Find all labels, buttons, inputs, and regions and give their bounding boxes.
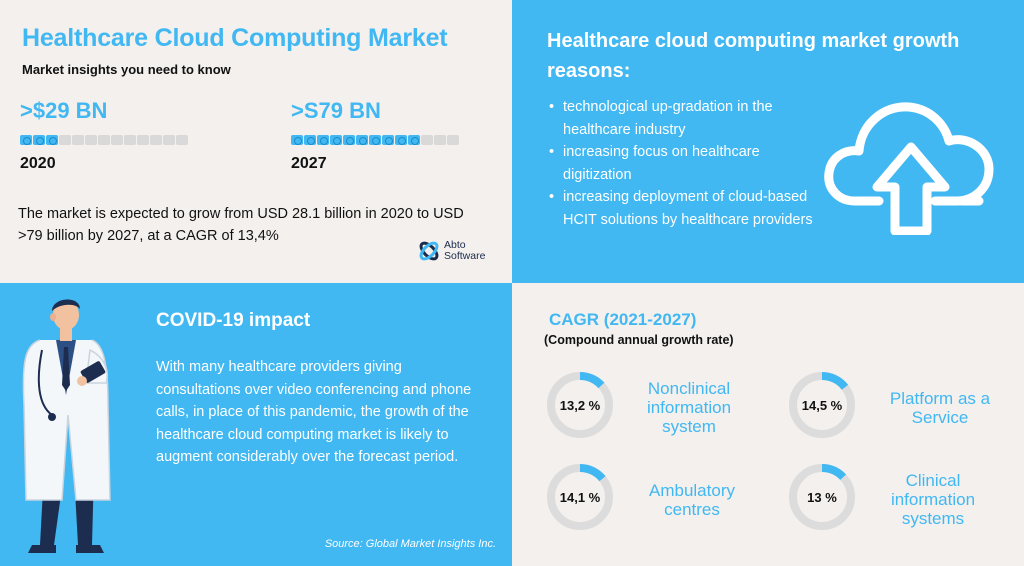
- progress-segment: [291, 135, 303, 145]
- progress-segment: [150, 135, 162, 145]
- cagr-subtitle: (Compound annual growth rate): [544, 333, 734, 347]
- progress-segment: [356, 135, 368, 145]
- cagr-label: Nonclinical information system: [646, 379, 732, 436]
- progress-segment: [20, 135, 32, 145]
- progress-segment: [137, 135, 149, 145]
- doctor-illustration: [22, 299, 111, 553]
- cagr-label: Platform as a Service: [889, 389, 991, 427]
- progress-segment: [46, 135, 58, 145]
- cagr-panel: CAGR (2021-2027) (Compound annual growth…: [512, 283, 1024, 566]
- abto-logo-icon: [419, 241, 439, 261]
- source-note: Source: Global Market Insights Inc.: [324, 538, 496, 550]
- progress-segment: [85, 135, 97, 145]
- progress-segment: [395, 135, 407, 145]
- list-item: technological up-gradation in the health…: [547, 96, 817, 141]
- page-subtitle: Market insights you need to know: [22, 62, 231, 77]
- cagr-ring: [547, 464, 613, 530]
- cagr-ring-fill: [547, 372, 613, 438]
- market-summary: The market is expected to grow from USD …: [18, 206, 464, 244]
- progress-segment: [163, 135, 175, 145]
- progress-segment: [447, 135, 459, 145]
- progress-segment: [98, 135, 110, 145]
- cagr-ring-fill: [547, 464, 613, 530]
- cagr-label: Ambulatory centres: [649, 481, 735, 519]
- stat-2027-progress-bar: [291, 135, 459, 145]
- cagr-ring: [789, 464, 855, 530]
- stat-2027-value: >S79 BN: [291, 98, 381, 123]
- progress-segment: [382, 135, 394, 145]
- progress-segment: [33, 135, 45, 145]
- covid-impact-panel: COVID-19 impact With many healthcare pro…: [0, 283, 512, 566]
- logo-line-1: Abto: [444, 239, 466, 251]
- cagr-value: 13,2 %: [559, 397, 601, 413]
- abto-logo: Abto Software: [418, 240, 504, 262]
- page-title: Healthcare Cloud Computing Market: [22, 24, 448, 52]
- abto-logo-text: Abto Software: [444, 240, 504, 262]
- list-item: increasing deployment of cloud-based HCI…: [547, 186, 817, 231]
- market-overview-panel: Healthcare Cloud Computing Market Market…: [0, 0, 512, 283]
- stat-2020-year: 2020: [20, 155, 56, 172]
- cagr-ring: [789, 372, 855, 438]
- progress-segment: [317, 135, 329, 145]
- covid-text: With many healthcare providers giving co…: [156, 359, 472, 465]
- stat-2020-value: >$29 BN: [20, 98, 108, 123]
- growth-reasons-panel: Healthcare cloud computing market growth…: [512, 0, 1024, 283]
- progress-segment: [176, 135, 188, 145]
- progress-segment: [330, 135, 342, 145]
- cagr-ring-fill: [789, 372, 855, 438]
- stat-2020-progress-bar: [20, 135, 188, 145]
- progress-segment: [72, 135, 84, 145]
- progress-segment: [369, 135, 381, 145]
- progress-segment: [343, 135, 355, 145]
- progress-segment: [408, 135, 420, 145]
- cagr-value: 14,1 %: [559, 489, 601, 505]
- covid-title: COVID-19 impact: [156, 310, 311, 331]
- cagr-title: CAGR (2021-2027): [549, 310, 697, 329]
- cagr-ring: [547, 372, 613, 438]
- progress-segment: [111, 135, 123, 145]
- logo-line-2: Software: [444, 250, 486, 262]
- progress-segment: [421, 135, 433, 145]
- cagr-value: 14,5 %: [801, 397, 843, 413]
- progress-segment: [304, 135, 316, 145]
- progress-segment: [434, 135, 446, 145]
- list-item: increasing focus on healthcare digitizat…: [547, 141, 817, 186]
- cagr-label: Clinical information systems: [890, 471, 976, 528]
- growth-reasons-list: technological up-gradation in the health…: [547, 96, 817, 231]
- progress-segment: [59, 135, 71, 145]
- progress-segment: [124, 135, 136, 145]
- cloud-upload-icon: [824, 102, 994, 235]
- growth-reasons-title: Healthcare cloud computing market growth…: [547, 30, 960, 82]
- cagr-ring-fill: [789, 464, 855, 530]
- cagr-value: 13 %: [807, 489, 837, 505]
- stat-2027-year: 2027: [291, 155, 327, 172]
